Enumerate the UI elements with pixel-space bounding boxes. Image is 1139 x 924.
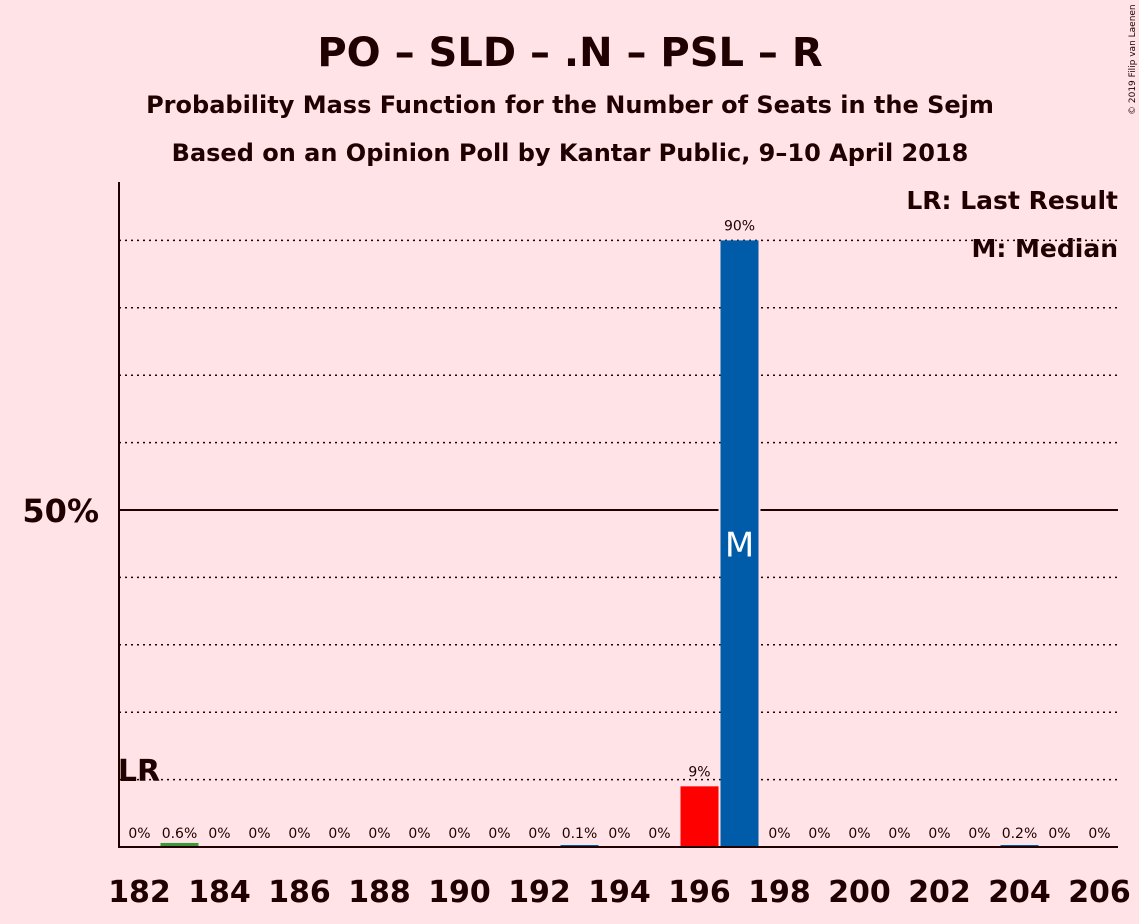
x-tick-194: 194 [588, 875, 651, 910]
y-tick-label-50: 50% [22, 492, 99, 530]
data-label-204: 0.2% [1002, 826, 1038, 842]
data-label-206: 0% [1088, 826, 1110, 842]
data-label-201: 0% [888, 826, 910, 842]
data-label-191: 0% [488, 826, 510, 842]
legend-median: M: Median [971, 234, 1118, 263]
x-tick-200: 200 [828, 875, 891, 910]
data-label-189: 0% [408, 826, 430, 842]
data-label-185: 0% [248, 826, 270, 842]
data-label-195: 0% [648, 826, 670, 842]
data-label-193: 0.1% [562, 826, 598, 842]
data-label-199: 0% [808, 826, 830, 842]
x-tick-184: 184 [188, 875, 251, 910]
last-result-marker: LR [118, 754, 160, 789]
x-tick-190: 190 [428, 875, 491, 910]
x-tick-192: 192 [508, 875, 571, 910]
data-label-205: 0% [1048, 826, 1070, 842]
data-label-194: 0% [608, 826, 630, 842]
data-label-200: 0% [848, 826, 870, 842]
data-labels: 0% 0.6% 0% 0% 0% 0% 0% 0% 0% 0% 0% 0.1% 0% 0% 9% 90% 0% 0… [118, 218, 1111, 842]
data-label-182: 0% [128, 826, 150, 842]
x-tick-186: 186 [268, 875, 331, 910]
data-label-196: 9% [688, 764, 710, 780]
bar-196 [680, 786, 719, 847]
bar-183 [160, 842, 199, 847]
bar-197 [720, 240, 759, 847]
axes [118, 182, 1118, 848]
chart-subtitle-2: Based on an Opinion Poll by Kantar Publi… [172, 139, 969, 167]
x-tick-196: 196 [668, 875, 731, 910]
x-tick-202: 202 [908, 875, 971, 910]
data-label-183: 0.6% [162, 826, 198, 842]
data-label-186: 0% [288, 826, 310, 842]
x-tick-182: 182 [108, 875, 171, 910]
data-label-203: 0% [968, 826, 990, 842]
data-label-202: 0% [928, 826, 950, 842]
data-label-187: 0% [328, 826, 350, 842]
x-tick-labels: 182 184 186 188 190 192 194 196 198 200 202 204 206 [108, 875, 1131, 910]
median-marker: M [725, 526, 754, 566]
x-tick-206: 206 [1068, 875, 1131, 910]
data-label-197: 90% [724, 218, 755, 234]
chart-title: PO – SLD – .N – PSL – R [317, 30, 822, 76]
data-label-192: 0% [528, 826, 550, 842]
legend-last-result: LR: Last Result [906, 186, 1118, 215]
gridlines [119, 239, 1118, 781]
data-label-190: 0% [448, 826, 470, 842]
x-tick-204: 204 [988, 875, 1051, 910]
data-label-184: 0% [208, 826, 230, 842]
bars [160, 240, 1039, 847]
data-label-198: 0% [768, 826, 790, 842]
x-tick-188: 188 [348, 875, 411, 910]
x-tick-198: 198 [748, 875, 811, 910]
copyright-note: © 2019 Filip van Laenen [1128, 4, 1138, 115]
data-label-188: 0% [368, 826, 390, 842]
chart-subtitle-1: Probability Mass Function for the Number… [146, 91, 994, 119]
